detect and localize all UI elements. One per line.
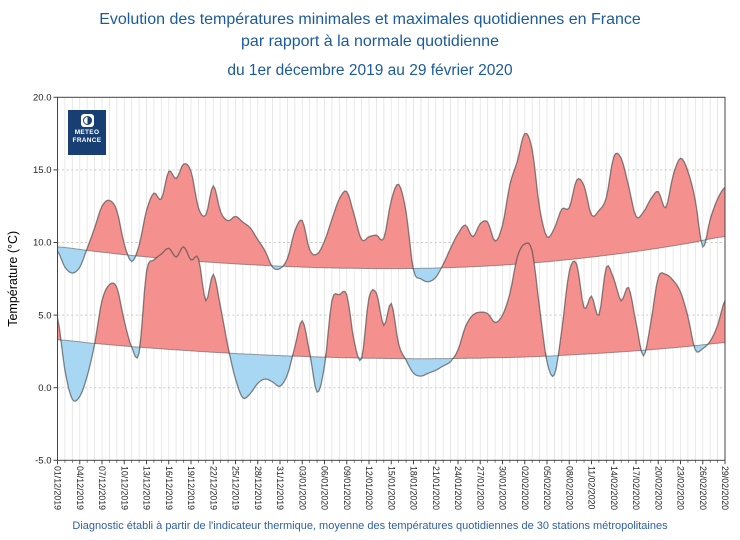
x-tick-label: 04/12/2019 xyxy=(75,466,85,510)
x-tick-label: 29/02/2020 xyxy=(720,466,730,510)
meteo-france-logo: METEO FRANCE xyxy=(68,110,106,155)
x-tick-label: 28/12/2019 xyxy=(253,466,263,510)
x-tick-label: 16/12/2019 xyxy=(164,466,174,510)
chart-subtitle: du 1er décembre 2019 au 29 février 2020 xyxy=(227,62,513,79)
meteo-france-icon xyxy=(80,114,94,127)
x-tick-label: 13/12/2019 xyxy=(142,466,152,510)
chart-title-line2: par rapport à la normale quotidienne xyxy=(241,33,499,50)
y-tick-label: 15.0 xyxy=(33,165,52,176)
y-tick-label: 5.0 xyxy=(38,310,51,321)
x-tick-label: 31/12/2019 xyxy=(275,466,285,510)
x-tick-label: 21/01/2020 xyxy=(431,466,441,510)
chart-title-line1: Evolution des températures minimales et … xyxy=(99,11,641,28)
x-tick-label: 19/12/2019 xyxy=(186,466,196,510)
logo-text-line1: METEO xyxy=(74,129,100,136)
x-tick-label: 06/01/2020 xyxy=(320,466,330,510)
x-tick-label: 07/12/2019 xyxy=(97,466,107,510)
chart-footnote: Diagnostic établi à partir de l'indicate… xyxy=(72,520,668,532)
x-tick-label: 26/02/2020 xyxy=(698,466,708,510)
x-tick-label: 18/01/2020 xyxy=(409,466,419,510)
y-tick-label: 20.0 xyxy=(33,93,52,104)
x-tick-label: 12/01/2020 xyxy=(364,466,374,510)
x-tick-label: 01/12/2019 xyxy=(53,466,63,510)
y-tick-label: -5.0 xyxy=(35,456,51,467)
x-tick-label: 17/02/2020 xyxy=(631,466,641,510)
x-tick-label: 20/02/2020 xyxy=(654,466,664,510)
x-tick-label: 05/02/2020 xyxy=(542,466,552,510)
x-tick-label: 24/01/2020 xyxy=(453,466,463,510)
x-tick-label: 27/01/2020 xyxy=(475,466,485,510)
x-tick-label: 02/02/2020 xyxy=(520,466,530,510)
x-tick-label: 25/12/2019 xyxy=(231,466,241,510)
y-axis-title: Température (°C) xyxy=(6,231,20,327)
chart-header: Evolution des températures minimales et … xyxy=(0,9,740,80)
x-tick-label: 09/01/2020 xyxy=(342,466,352,510)
x-tick-label: 11/02/2020 xyxy=(587,466,597,509)
logo-text-line2: FRANCE xyxy=(72,136,102,144)
x-tick-label: 14/02/2020 xyxy=(609,466,619,510)
meteo-france-icon-circle xyxy=(82,116,92,125)
x-tick-label: 10/12/2019 xyxy=(120,466,130,510)
x-tick-label: 30/01/2020 xyxy=(498,466,508,510)
x-tick-label: 15/01/2020 xyxy=(386,466,396,510)
x-tick-label: 03/01/2020 xyxy=(297,466,307,510)
x-tick-label: 22/12/2019 xyxy=(208,466,218,510)
x-tick-label: 23/02/2020 xyxy=(676,466,686,510)
y-tick-label: 10.0 xyxy=(33,238,52,249)
x-tick-label: 08/02/2020 xyxy=(565,466,575,510)
y-tick-label: 0.0 xyxy=(38,383,51,394)
